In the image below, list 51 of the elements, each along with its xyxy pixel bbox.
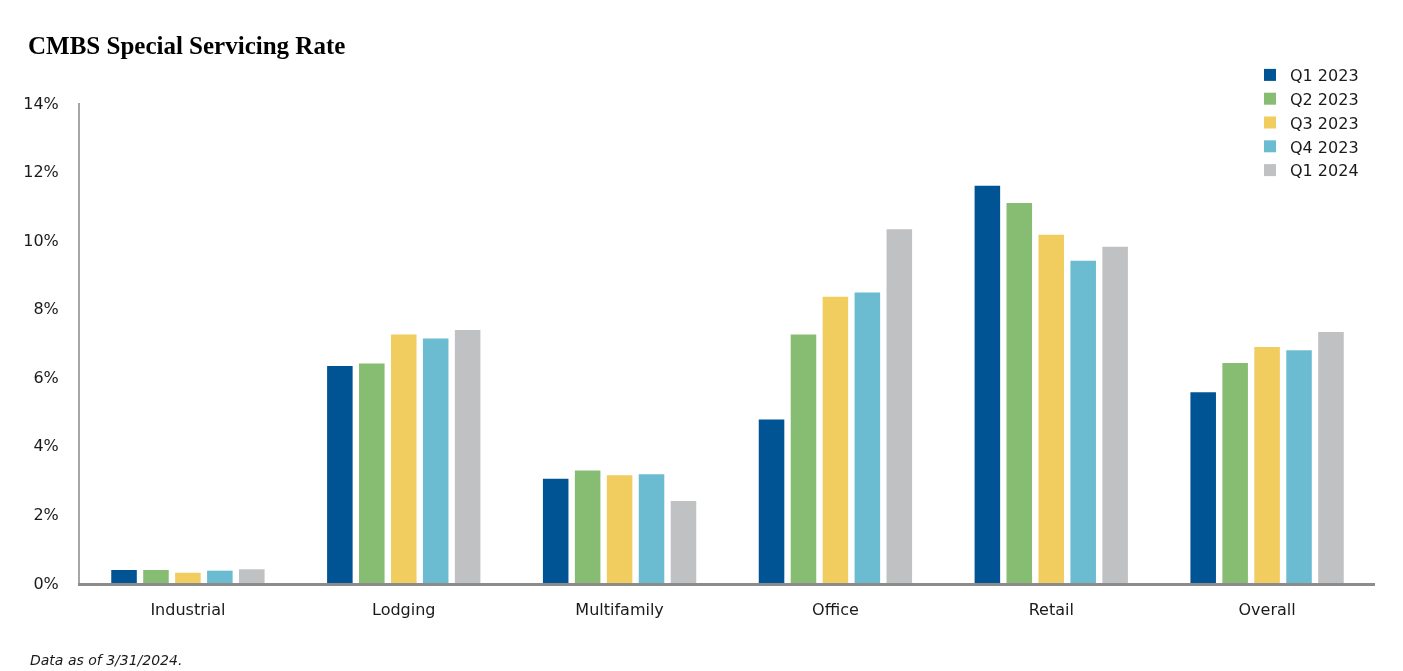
bar [758, 419, 785, 583]
bar [638, 474, 665, 583]
legend-label: Q1 2024 [1290, 161, 1359, 181]
bar [359, 363, 385, 583]
y-tick-label: 10% [23, 230, 59, 250]
bar [1006, 203, 1033, 583]
bar [1222, 362, 1248, 583]
bar [454, 329, 481, 583]
y-tick-label: 4% [33, 436, 59, 456]
bar [1254, 347, 1280, 583]
bar [239, 569, 265, 583]
y-tick-label: 0% [33, 573, 59, 593]
bar [143, 569, 169, 583]
bar [207, 570, 233, 583]
legend-label: Q4 2023 [1290, 137, 1359, 157]
x-tick-label: Lodging [372, 600, 436, 620]
bar [790, 334, 817, 583]
y-tick-label: 8% [33, 299, 59, 319]
bar [822, 296, 849, 583]
y-tick-label: 14% [23, 93, 59, 113]
bar [670, 501, 697, 583]
x-tick-label: Overall [1238, 600, 1296, 620]
bar [422, 338, 449, 583]
legend-label: Q3 2023 [1290, 113, 1359, 133]
bar [1286, 350, 1312, 583]
x-tick-label: Retail [1028, 600, 1074, 620]
bar [886, 229, 913, 583]
x-tick-label: Industrial [150, 600, 226, 620]
bar [574, 470, 601, 583]
bar [1038, 234, 1065, 583]
bar [327, 365, 353, 583]
bar [1318, 332, 1344, 583]
y-tick-label: 12% [23, 162, 59, 182]
bar [974, 185, 1001, 583]
bar [390, 334, 417, 583]
bar [111, 569, 137, 583]
y-tick-label: 2% [33, 505, 59, 525]
x-tick-label: Office [812, 600, 859, 620]
bar [606, 475, 633, 583]
x-tick-label: Multifamily [575, 600, 664, 620]
legend-label: Q2 2023 [1290, 89, 1359, 109]
bar [1190, 392, 1216, 583]
chart-title: CMBS Special Servicing Rate [28, 31, 346, 59]
bar [854, 292, 881, 583]
bar [175, 572, 201, 583]
legend-label: Q1 2023 [1290, 66, 1359, 86]
bar [1070, 260, 1096, 583]
y-tick-label: 6% [33, 367, 59, 387]
bar [1102, 246, 1128, 583]
text: Data as of 3/31/2024. [30, 652, 183, 668]
bar [542, 478, 569, 583]
